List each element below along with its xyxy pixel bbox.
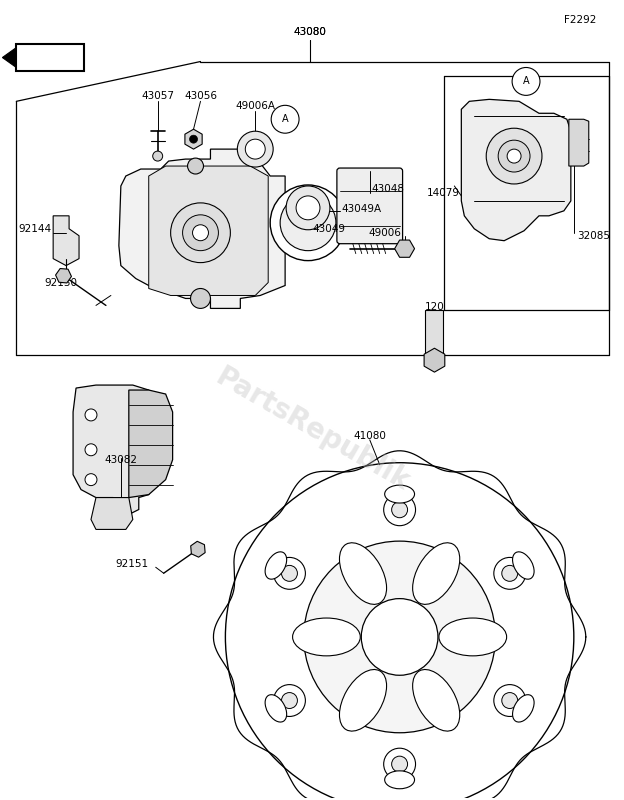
Ellipse shape [339, 542, 387, 604]
Polygon shape [2, 47, 16, 67]
Polygon shape [91, 498, 133, 530]
Circle shape [392, 756, 407, 772]
FancyBboxPatch shape [426, 310, 444, 355]
Circle shape [190, 289, 210, 309]
Circle shape [273, 558, 305, 590]
Ellipse shape [265, 694, 286, 722]
Ellipse shape [512, 694, 534, 722]
Circle shape [502, 693, 518, 709]
Circle shape [85, 409, 97, 421]
Text: 120: 120 [424, 302, 444, 313]
Polygon shape [119, 149, 285, 309]
Polygon shape [73, 385, 156, 514]
Polygon shape [129, 390, 173, 498]
Ellipse shape [293, 618, 360, 656]
Circle shape [281, 693, 298, 709]
Text: 43049A: 43049A [342, 204, 382, 214]
Circle shape [153, 151, 163, 161]
Circle shape [193, 225, 208, 241]
Ellipse shape [412, 670, 460, 731]
Circle shape [85, 444, 97, 456]
Text: A: A [523, 77, 529, 86]
Circle shape [85, 474, 97, 486]
Circle shape [502, 566, 518, 582]
Ellipse shape [439, 618, 507, 656]
Circle shape [384, 494, 416, 526]
Circle shape [237, 131, 273, 167]
Polygon shape [569, 119, 589, 166]
Text: F2292: F2292 [564, 14, 597, 25]
Circle shape [280, 195, 336, 250]
Text: 43048: 43048 [372, 184, 405, 194]
Circle shape [361, 598, 438, 675]
Text: 43049: 43049 [312, 224, 345, 234]
Text: 43080: 43080 [293, 26, 326, 37]
Text: FRONT: FRONT [32, 53, 68, 62]
Text: PartsRepublik: PartsRepublik [210, 363, 414, 497]
Text: 43057: 43057 [141, 91, 174, 102]
Circle shape [271, 106, 299, 133]
Text: 49006A: 49006A [235, 102, 275, 111]
Circle shape [281, 566, 298, 582]
Circle shape [498, 140, 530, 172]
Circle shape [190, 135, 198, 143]
Circle shape [494, 558, 525, 590]
Circle shape [273, 685, 305, 717]
Circle shape [170, 203, 230, 262]
FancyBboxPatch shape [16, 43, 84, 71]
Circle shape [270, 185, 346, 261]
Ellipse shape [512, 552, 534, 579]
Polygon shape [149, 166, 268, 295]
Text: 92150: 92150 [45, 278, 77, 287]
Circle shape [304, 541, 495, 733]
Ellipse shape [384, 485, 414, 503]
Text: 49006: 49006 [369, 228, 402, 238]
Circle shape [225, 462, 574, 800]
Text: 92151: 92151 [115, 559, 149, 570]
Circle shape [286, 186, 330, 230]
Text: 32085: 32085 [577, 230, 610, 241]
Text: 43082: 43082 [104, 454, 137, 465]
Text: A: A [282, 114, 288, 124]
Ellipse shape [265, 552, 286, 579]
Circle shape [507, 149, 521, 163]
Ellipse shape [339, 670, 387, 731]
Circle shape [188, 158, 203, 174]
Circle shape [107, 503, 119, 515]
Circle shape [392, 502, 407, 518]
Ellipse shape [412, 542, 460, 604]
Circle shape [183, 215, 218, 250]
Circle shape [486, 128, 542, 184]
Text: 43080: 43080 [293, 26, 326, 37]
Text: 92144: 92144 [18, 224, 51, 234]
Ellipse shape [384, 771, 414, 789]
Text: 43056: 43056 [184, 91, 217, 102]
Circle shape [512, 67, 540, 95]
Text: 14079: 14079 [426, 188, 459, 198]
Circle shape [384, 748, 416, 780]
FancyBboxPatch shape [337, 168, 402, 244]
Circle shape [494, 685, 525, 717]
Polygon shape [53, 216, 79, 266]
Polygon shape [461, 99, 571, 241]
Text: 41080: 41080 [353, 431, 386, 441]
Circle shape [296, 196, 320, 220]
Circle shape [245, 139, 265, 159]
